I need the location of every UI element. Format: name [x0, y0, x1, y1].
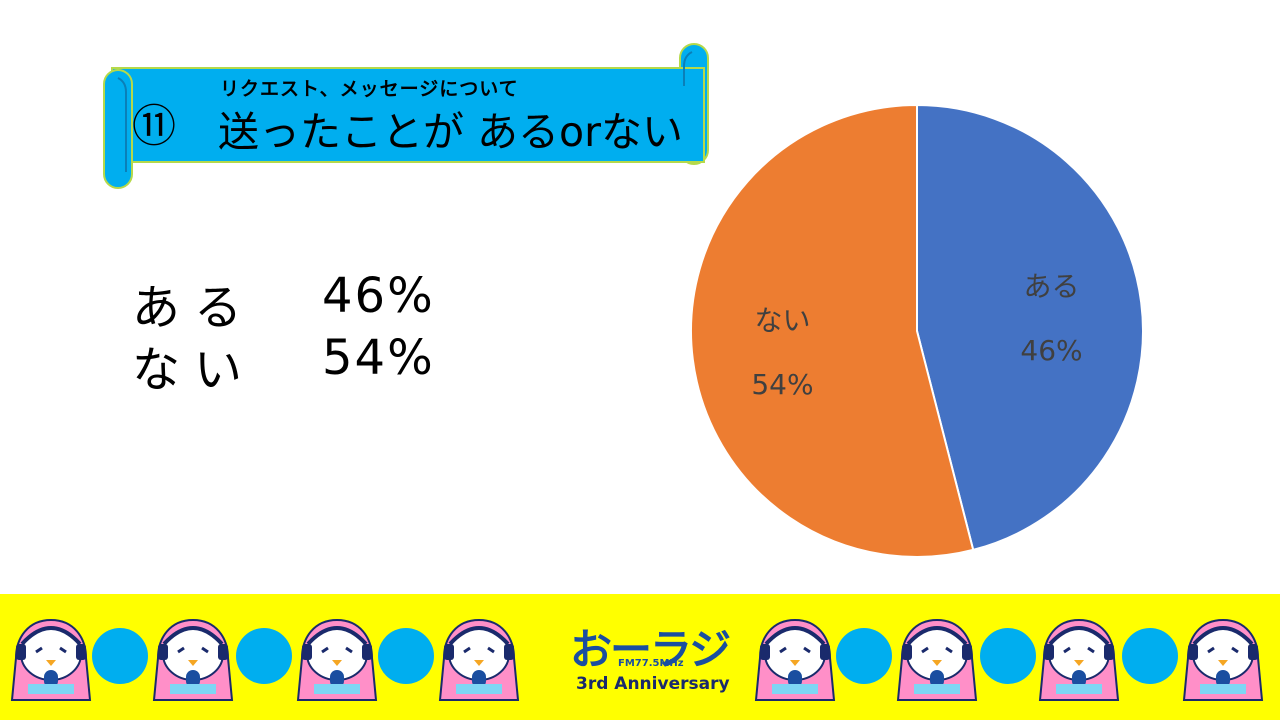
slice-category-label: ある [1024, 270, 1080, 303]
mascot-image [1182, 618, 1264, 701]
decorative-dot [92, 628, 148, 684]
question-number: ⑪ [132, 101, 176, 152]
pie-slice-0 [916, 103, 1144, 552]
station-logo: おーラジ FM77.5MHz 3rd Anniversary [568, 616, 731, 702]
slice-value-label: 54% [751, 368, 813, 401]
summary-label: ある [132, 280, 257, 336]
slice-value-label: 46% [1020, 334, 1082, 367]
decorative-dot [836, 628, 892, 684]
slice-category-label: ない [754, 304, 810, 337]
logo-text: おーラジ [570, 625, 731, 674]
decorative-dot [1122, 628, 1178, 684]
mascot-image [896, 618, 978, 701]
footer-band: おーラジ FM77.5MHz 3rd Anniversary [0, 594, 1280, 720]
anniversary-text: 3rd Anniversary [576, 674, 730, 694]
page-subtitle: リクエスト、メッセージについて [220, 78, 519, 100]
mascot-image [1038, 618, 1120, 701]
mascot-image [10, 618, 92, 701]
decorative-dot [378, 628, 434, 684]
pie-chart: ある 46% ない 54% [690, 103, 1144, 558]
summary-value: 46% [322, 268, 435, 324]
page-title: 送ったことが あるorない [218, 108, 683, 156]
decorative-dot [236, 628, 292, 684]
pie-slice-1 [690, 103, 975, 558]
summary-value: 54% [322, 330, 435, 386]
title-banner [103, 43, 709, 189]
mascot-image [296, 618, 378, 701]
summary-label: ない [132, 342, 257, 398]
decorative-dot [980, 628, 1036, 684]
mascot-image [152, 618, 234, 701]
mascot-image [438, 618, 520, 701]
mascot-image [754, 618, 836, 701]
logo-frequency: FM77.5MHz [618, 658, 684, 669]
